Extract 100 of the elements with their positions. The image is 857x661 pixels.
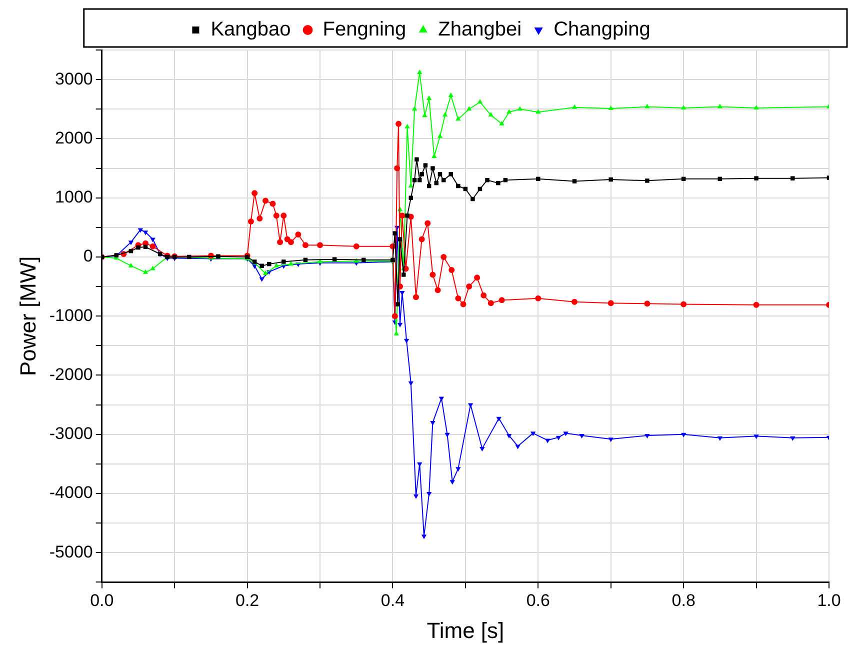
point [488, 112, 494, 117]
point [136, 245, 140, 250]
x-axis-title: Time [s] [426, 618, 504, 643]
y-tick-label: -4000 [49, 483, 93, 502]
point [392, 313, 398, 320]
y-tick-label: 1000 [55, 188, 93, 207]
point [423, 163, 428, 168]
point [396, 120, 402, 127]
point [430, 166, 435, 170]
point [536, 176, 540, 182]
point [252, 190, 258, 196]
point [442, 112, 448, 117]
point [259, 277, 264, 282]
point [288, 261, 294, 266]
point [608, 438, 614, 442]
point [280, 212, 287, 219]
point [644, 434, 650, 439]
point [424, 220, 431, 226]
y-tick-label: -1000 [49, 306, 93, 325]
point [426, 95, 432, 100]
point [754, 176, 758, 180]
point [418, 178, 422, 182]
point [399, 212, 406, 219]
point [488, 300, 494, 306]
point [477, 99, 483, 104]
point [480, 447, 485, 452]
point [397, 322, 403, 328]
point [150, 238, 156, 242]
point [408, 381, 414, 386]
point [404, 338, 410, 344]
y-tick-label: 2000 [55, 128, 93, 148]
point [515, 444, 520, 450]
point [468, 403, 474, 408]
point [274, 262, 279, 268]
point [644, 300, 650, 307]
point [444, 432, 450, 438]
point [332, 257, 337, 262]
point [506, 109, 512, 114]
point [790, 176, 795, 180]
point [412, 294, 419, 300]
x-tick-label: 1.0 [817, 591, 841, 610]
point [434, 287, 441, 294]
point [392, 231, 398, 236]
point [438, 172, 442, 176]
point [417, 462, 422, 467]
point [142, 269, 148, 274]
point [248, 218, 254, 224]
point [754, 434, 759, 440]
point [142, 230, 148, 236]
point [466, 284, 472, 290]
point [413, 494, 419, 499]
point [128, 262, 134, 268]
point [295, 231, 302, 238]
point [150, 266, 156, 270]
point [426, 492, 432, 496]
legend-label: Changping [554, 18, 650, 41]
point [456, 184, 460, 188]
point [420, 172, 424, 176]
point [128, 240, 134, 246]
point [753, 302, 760, 308]
legend-label: Fengning [322, 18, 406, 41]
point [680, 301, 687, 308]
point [421, 534, 427, 540]
point [536, 109, 541, 114]
point [448, 172, 454, 176]
point [517, 106, 523, 111]
point [466, 106, 472, 111]
point [400, 290, 405, 296]
point [496, 416, 502, 422]
point [498, 297, 505, 304]
point [556, 436, 562, 440]
point [608, 300, 614, 306]
point [260, 264, 264, 268]
point [440, 254, 447, 260]
point [506, 434, 512, 439]
y-axis-title: Power [MW] [15, 256, 40, 376]
point [302, 242, 308, 248]
point [535, 295, 542, 302]
point [717, 436, 723, 441]
point [402, 272, 406, 277]
point [790, 436, 796, 441]
point [608, 106, 614, 110]
point [417, 69, 422, 74]
point [262, 198, 268, 204]
point [572, 298, 578, 305]
point [754, 104, 759, 110]
point [414, 157, 419, 162]
y-tick-label: -2000 [49, 364, 93, 384]
x-tick-label: 0.4 [380, 591, 405, 610]
point [474, 274, 480, 281]
point [353, 243, 360, 250]
point [150, 243, 156, 250]
point [480, 292, 487, 298]
point [680, 104, 686, 110]
point [579, 434, 584, 439]
point [405, 213, 410, 218]
point [499, 120, 504, 126]
point [412, 106, 418, 111]
point [572, 179, 577, 184]
point [408, 196, 414, 200]
